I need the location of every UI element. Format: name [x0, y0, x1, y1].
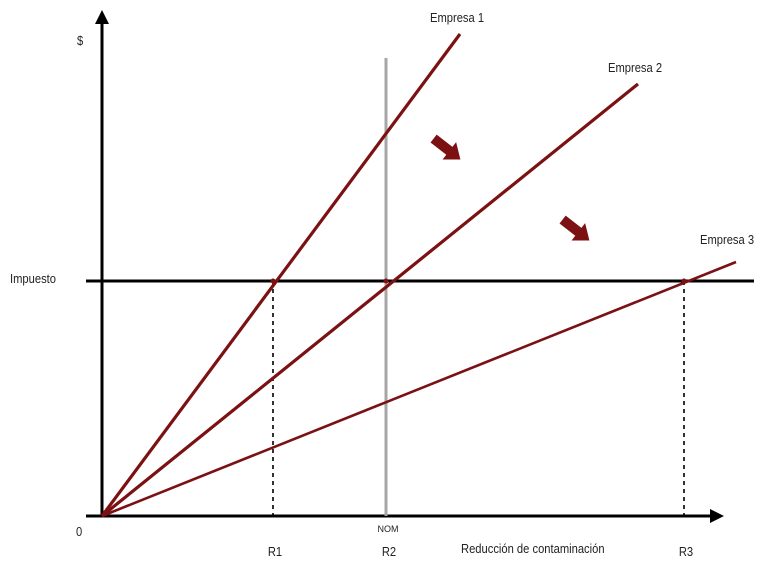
- firm-3-line: [101, 260, 737, 518]
- origin-label: 0: [76, 524, 83, 539]
- firm-1-line: [100, 33, 462, 517]
- standard-label: NOM: [377, 524, 399, 534]
- firm-3-tax-intersection: [681, 278, 687, 284]
- y-axis-arrowhead: [95, 10, 109, 24]
- firm-1-tax-intersection: [270, 278, 276, 284]
- firm-2-label: Empresa 2: [608, 60, 663, 75]
- tax-label: Impuesto: [10, 271, 56, 286]
- rotation-arrow-2: [559, 215, 590, 241]
- x-axis-arrowhead: [710, 509, 724, 523]
- reduction-label-r1: R1: [267, 544, 283, 559]
- y-axis-label: $: [77, 33, 84, 48]
- rotation-arrow-1: [430, 134, 461, 160]
- reduction-label-r3: R3: [678, 544, 694, 559]
- firm-3-label: Empresa 3: [700, 232, 755, 247]
- firm-2-tax-intersection: [383, 278, 389, 284]
- reduction-label-r2: R2: [381, 544, 397, 559]
- firm-2-line: [100, 82, 640, 518]
- firm-1-label: Empresa 1: [430, 10, 485, 25]
- x-axis-label: Reducción de contaminación: [461, 541, 605, 556]
